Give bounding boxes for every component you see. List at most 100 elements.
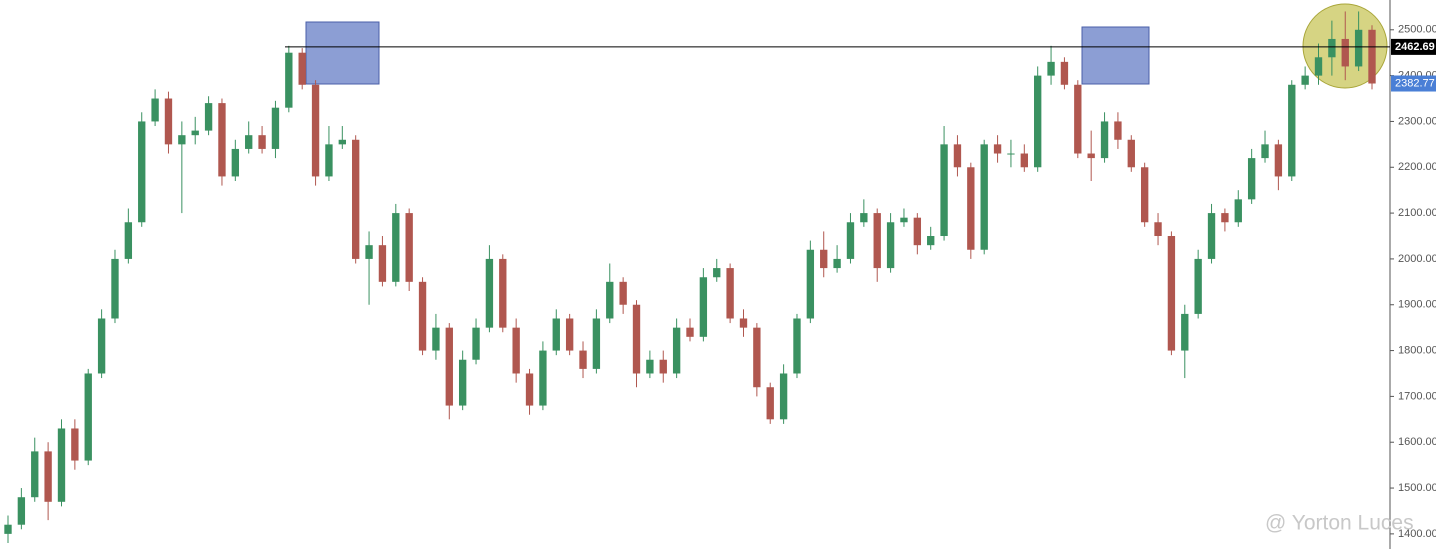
candle-body (378, 245, 387, 282)
candle-body (686, 327, 694, 337)
candle-body (338, 139, 346, 145)
candle-body (325, 144, 333, 177)
candle-body (1368, 29, 1376, 84)
candle-body (472, 327, 480, 360)
candle-body (124, 222, 133, 259)
price-line-label: 2462.69 (1395, 41, 1435, 53)
candle-body (1354, 29, 1363, 67)
candle-body (365, 245, 373, 259)
candle-body (793, 318, 801, 374)
candle-body (913, 217, 922, 246)
candle-body (1288, 84, 1296, 177)
candle-body (886, 222, 895, 269)
candle-body (619, 281, 627, 305)
candle-body (405, 213, 413, 282)
y-tick-label: 1600.00 (1398, 436, 1436, 448)
candle-body (231, 148, 240, 177)
candle-body (97, 318, 106, 374)
candle-body (44, 451, 52, 502)
candle-body (766, 387, 774, 420)
y-tick-label: 1400.00 (1398, 528, 1436, 540)
candle-body (873, 213, 881, 269)
price-line-label-bg (1391, 38, 1436, 55)
candle-body (31, 451, 39, 498)
candle-body (1154, 222, 1162, 237)
candle-body (525, 373, 534, 406)
candle-body (1234, 199, 1242, 223)
candle-body (806, 249, 815, 319)
candle-body (57, 428, 66, 502)
candle-body (392, 213, 400, 282)
candle-body (84, 373, 92, 461)
candle-body (285, 52, 293, 108)
candle-body (980, 144, 988, 250)
candle-body (1034, 75, 1042, 168)
candle-body (485, 258, 494, 328)
candle-body (499, 258, 507, 328)
candle-body (1007, 153, 1015, 155)
candle-body (672, 327, 681, 374)
y-tick-label: 2100.00 (1398, 207, 1436, 219)
watermark: @ Yorton Luces (1265, 512, 1414, 535)
y-tick-label: 1500.00 (1398, 482, 1436, 494)
candle-body (245, 135, 253, 149)
candle-body (739, 318, 748, 328)
candle-body (432, 327, 440, 351)
highlight-box (305, 21, 380, 85)
candle-body (993, 144, 1002, 154)
candle-body (1020, 153, 1028, 168)
highlight-box (1081, 26, 1150, 85)
candle-body (579, 350, 587, 369)
candle-body (565, 318, 574, 351)
candle-body (753, 327, 761, 388)
candle-body (1247, 158, 1256, 200)
y-tick-label: 1800.00 (1398, 344, 1436, 356)
candle-body (632, 304, 641, 374)
candle-body (218, 103, 226, 177)
candle-body (1194, 258, 1202, 314)
candle-body (539, 350, 547, 406)
candle-body (271, 107, 280, 149)
candle-body (1221, 213, 1229, 223)
candle-body (111, 258, 119, 319)
candle-body (17, 497, 26, 525)
candle-body (178, 135, 186, 145)
candle-body (659, 359, 667, 374)
candle-body (1181, 313, 1189, 351)
candle-body (1274, 144, 1283, 177)
y-tick-label: 2000.00 (1398, 253, 1436, 265)
candle-body (846, 222, 855, 259)
candles (4, 11, 1376, 544)
candle-body (311, 84, 320, 177)
candle-body (258, 135, 266, 149)
candle-body (164, 98, 173, 145)
candle-body (646, 359, 654, 374)
candle-body (1167, 236, 1176, 351)
candle-body (820, 249, 828, 269)
candle-body (352, 139, 360, 259)
candle-body (1301, 75, 1309, 85)
y-axis: 1400.00 1500.00 1600.00 1700.00 1800.00 1900.… (1390, 24, 1436, 540)
candle-body (953, 144, 962, 168)
y-tick-label: 1900.00 (1398, 299, 1436, 311)
candle-body (552, 318, 560, 351)
last-price-label-bg (1391, 75, 1436, 92)
candle-body (1207, 213, 1216, 259)
candle-body (1114, 121, 1122, 140)
candle-body (699, 277, 708, 337)
candle-body (726, 268, 734, 319)
candle-body (606, 281, 614, 319)
candle-body (4, 524, 12, 534)
y-tick-label: 2200.00 (1398, 161, 1436, 173)
candle-body (860, 213, 868, 223)
candle-body (900, 217, 908, 223)
candle-body (1127, 139, 1135, 168)
candle-body (1140, 167, 1149, 223)
y-tick-label: 2500.00 (1398, 24, 1436, 36)
candle-body (833, 258, 841, 269)
candle-body (1341, 38, 1349, 67)
candle-body (204, 103, 213, 131)
candle-body (1087, 153, 1095, 159)
